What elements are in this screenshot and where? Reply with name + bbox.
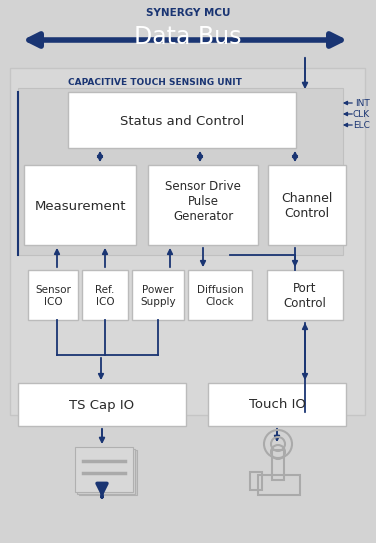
Text: Sensor Drive
Pulse
Generator: Sensor Drive Pulse Generator (165, 180, 241, 223)
Text: Channel
Control: Channel Control (281, 192, 333, 220)
Text: CLK: CLK (353, 110, 370, 118)
Bar (77, 449, 135, 494)
Bar (148, 165, 258, 245)
Bar (272, 450, 284, 480)
Text: Port
Control: Port Control (284, 282, 326, 310)
Text: INT: INT (355, 98, 370, 108)
Bar (10, 68, 365, 415)
Bar (28, 270, 78, 320)
Bar (258, 475, 300, 495)
Bar (250, 472, 262, 490)
Text: SYNERGY MCU: SYNERGY MCU (146, 8, 230, 18)
Text: Status and Control: Status and Control (120, 115, 244, 128)
Text: TS Cap IO: TS Cap IO (70, 399, 135, 412)
Text: Sensor
ICO: Sensor ICO (35, 285, 71, 307)
Text: Data Bus: Data Bus (134, 25, 242, 49)
Text: Power
Supply: Power Supply (140, 285, 176, 307)
Bar (75, 447, 133, 492)
Bar (18, 88, 343, 255)
Text: ELC: ELC (353, 121, 370, 129)
Bar (268, 165, 346, 245)
Bar (208, 383, 346, 426)
Text: CAPACITIVE TOUCH SENSING UNIT: CAPACITIVE TOUCH SENSING UNIT (68, 78, 242, 86)
Bar (68, 92, 296, 148)
Text: Measurement: Measurement (34, 199, 126, 212)
Bar (82, 270, 128, 320)
Text: Touch IO: Touch IO (249, 399, 305, 412)
Bar (267, 270, 343, 320)
Bar (79, 450, 137, 495)
Bar (132, 270, 184, 320)
Bar (24, 165, 136, 245)
Bar (188, 270, 252, 320)
Bar (18, 383, 186, 426)
Text: Diffusion
Clock: Diffusion Clock (197, 285, 243, 307)
Text: Ref.
ICO: Ref. ICO (95, 285, 115, 307)
